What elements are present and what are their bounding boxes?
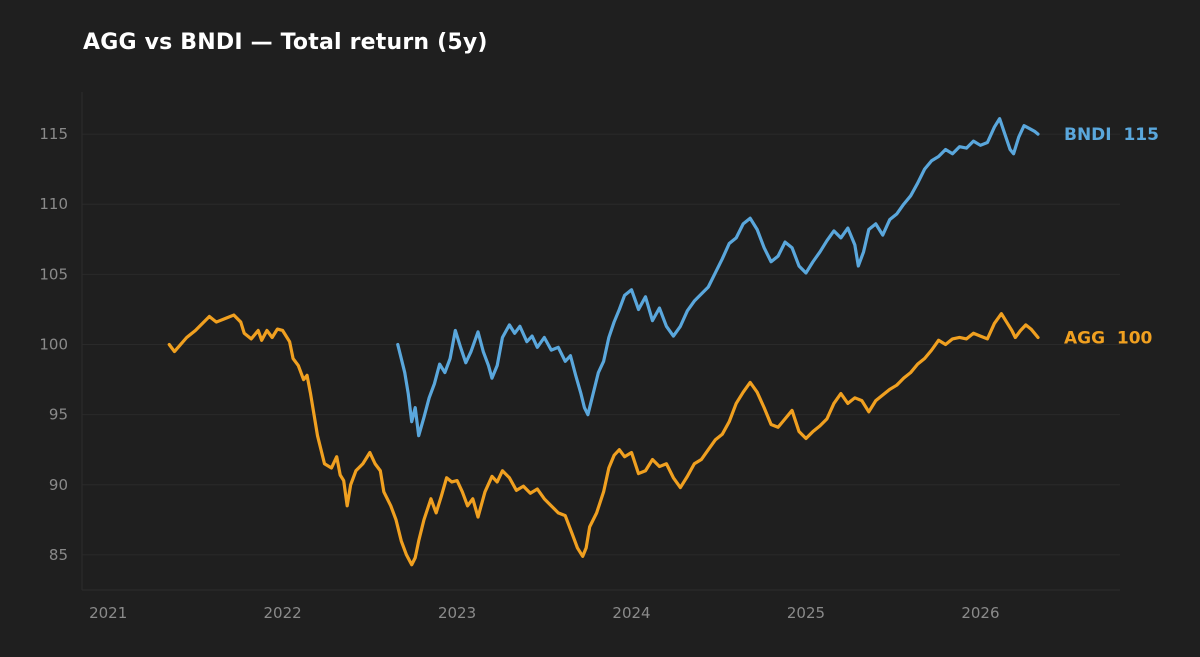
y-tick-label: 115 xyxy=(39,125,68,143)
y-tick-label: 110 xyxy=(39,195,68,213)
gridlines xyxy=(82,133,1120,556)
y-tick-label: 105 xyxy=(39,265,68,283)
y-tick-label: 90 xyxy=(49,476,68,494)
series-line-bndi xyxy=(396,117,1040,438)
x-tick-label: 2021 xyxy=(89,604,127,622)
x-tick-label: 2023 xyxy=(438,604,476,622)
x-tick-label: 2024 xyxy=(612,604,650,622)
y-tick-label: 100 xyxy=(39,336,68,354)
end-label-agg: AGG 100 xyxy=(1064,328,1153,348)
series-lines xyxy=(167,117,1040,567)
x-tick-label: 2022 xyxy=(264,604,302,622)
axes: 85 90 95 100 105 110 115 2021 2022 2023 2024 2025 20… xyxy=(39,92,1120,622)
chart-title: AGG vs BNDI — Total return (5y) xyxy=(83,30,488,55)
x-tick-label: 2025 xyxy=(787,604,825,622)
y-tick-label: 85 xyxy=(49,546,68,564)
x-tick-label: 2026 xyxy=(961,604,999,622)
end-label-bndi: BNDI 115 xyxy=(1064,125,1159,145)
series-line-agg xyxy=(167,312,1040,567)
end-labels: AGG 100 BNDI 115 xyxy=(1064,125,1159,348)
y-tick-label: 95 xyxy=(49,406,68,424)
